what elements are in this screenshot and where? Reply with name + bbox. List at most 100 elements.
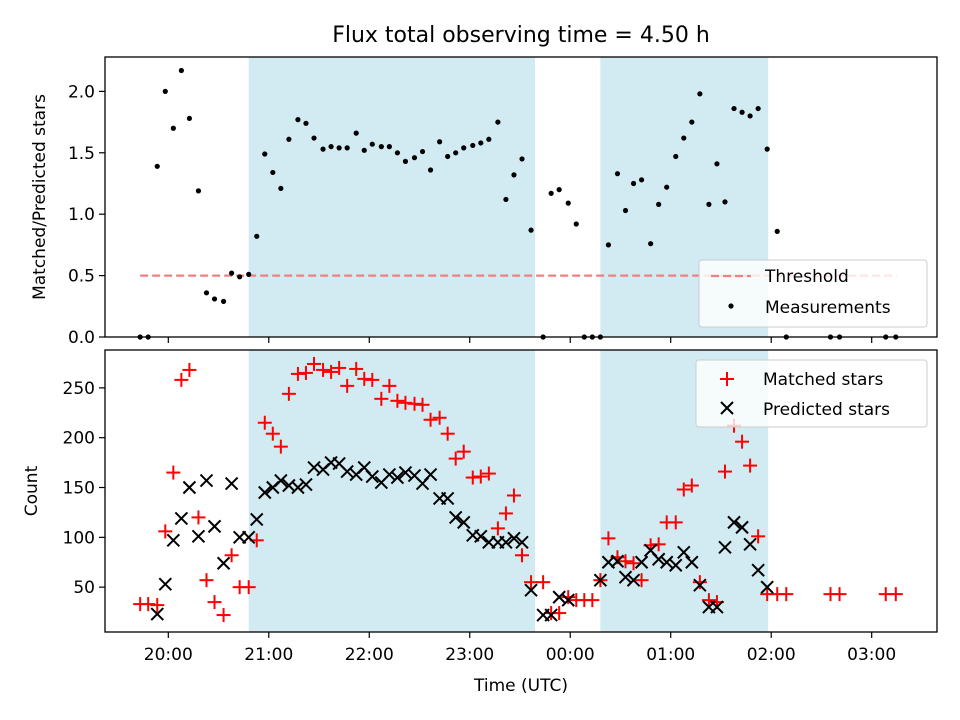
top-axes: 0.0 0.5 1.0 1.5 2.0: [68, 82, 873, 348]
matched-star-point: [374, 391, 389, 406]
measurement-point: [170, 125, 176, 131]
matched-star-point: [207, 595, 222, 610]
measurement-point: [548, 190, 554, 196]
matched-star-point: [382, 378, 397, 393]
predicted-star-point: [182, 480, 197, 495]
matched-star-point: [332, 360, 347, 375]
measurement-point: [774, 228, 780, 234]
matched-star-point: [506, 488, 521, 503]
threshold-legend-label: Threshold: [764, 267, 849, 287]
predicted-star-point: [340, 464, 354, 479]
matched-star-point: [307, 356, 322, 371]
y-tick-label-3: 1.5: [68, 144, 95, 164]
measurement-point: [706, 201, 712, 207]
top-legend-box: [698, 259, 928, 328]
matched-star-point: [684, 478, 699, 493]
measurement-point: [681, 135, 687, 141]
matched-star-point: [349, 361, 364, 376]
matched-star-point: [536, 575, 551, 590]
predicted-star-point: [760, 580, 774, 594]
matched-star-point: [717, 464, 732, 479]
predicted-star-point: [507, 531, 521, 546]
x-tick-label-2: 22:00: [345, 645, 394, 665]
y-tick-label-3: 200: [63, 429, 95, 449]
measurement-point: [722, 199, 728, 205]
predicted-star-point: [158, 577, 172, 591]
measurement-point: [648, 241, 654, 247]
measurement-point: [528, 227, 534, 233]
matched-star-point: [158, 524, 173, 539]
y-tick-label-0: 0.0: [68, 328, 95, 348]
matched-star-point: [618, 554, 633, 569]
measurement-point: [486, 136, 492, 142]
matched-star-point: [432, 410, 447, 425]
measurement-point: [353, 130, 359, 136]
matched-star-point: [440, 426, 455, 441]
predicted-star-point: [390, 470, 405, 485]
predicted-star-point: [626, 573, 641, 587]
matched-star-point: [779, 587, 794, 602]
matched-star-point: [182, 362, 197, 377]
measurement-point: [556, 187, 562, 193]
matched-star-point: [888, 587, 903, 602]
matched-star-point: [340, 378, 355, 393]
predicted-star-point: [258, 485, 272, 500]
matched-star-point: [524, 575, 539, 590]
matched-star-point: [216, 608, 231, 623]
predicted-star-point: [250, 512, 264, 527]
y-tick-label-0: 50: [73, 578, 95, 598]
matched-star-point: [415, 397, 430, 412]
predicted-legend-label: Predicted stars: [763, 400, 890, 420]
measurement-point: [303, 120, 309, 126]
matched-star-point: [298, 365, 313, 380]
predicted-star-point: [216, 556, 231, 570]
x-tick-label-0: 20:00: [144, 645, 193, 665]
matched-star-point: [676, 482, 691, 497]
measurement-point: [739, 109, 745, 115]
measurement-point: [344, 145, 350, 151]
measurement-point: [747, 113, 753, 119]
matched-star-point: [651, 537, 666, 552]
y-tick-label-4: 2.0: [68, 82, 95, 102]
top-y-axis-label: Matched/Predicted stars: [30, 94, 50, 300]
measurement-point: [714, 161, 720, 167]
top-panel-frame: [104, 56, 938, 338]
matched-star-point: [224, 548, 239, 563]
predicted-star-point: [241, 530, 256, 545]
predicted-star-point: [299, 477, 313, 492]
y-tick-label-2: 1.0: [68, 205, 95, 225]
measurement-point: [503, 196, 509, 203]
predicted-star-point: [593, 573, 608, 587]
x-tick-label-1: 21:00: [244, 645, 293, 665]
measurement-point: [246, 271, 252, 277]
matched-star-point: [150, 598, 165, 613]
matched-star-point: [316, 362, 331, 377]
matched-star-point: [166, 465, 181, 480]
measurement-point: [656, 201, 662, 207]
measurement-point: [461, 145, 467, 151]
matched-star-point: [634, 573, 649, 588]
measurements-legend-swatch: [728, 303, 734, 309]
bottom-series: [133, 356, 903, 623]
measurement-point: [203, 290, 210, 296]
measurement-point: [286, 136, 292, 142]
predicted-star-point: [150, 607, 164, 621]
matched-star-point: [601, 531, 616, 546]
measurement-point: [622, 207, 629, 214]
predicted-star-point: [634, 555, 649, 569]
predicted-star-point: [515, 535, 529, 550]
measurement-point: [511, 172, 517, 178]
measurement-point: [195, 188, 202, 194]
x-tick-label-7: 03:00: [847, 645, 896, 665]
predicted-star-point: [423, 467, 438, 482]
measurement-point: [311, 135, 317, 141]
y-tick-label-4: 250: [63, 379, 95, 399]
predicted-star-point: [474, 529, 488, 544]
x-tick-label-4: 00:00: [546, 645, 595, 665]
measurement-point: [336, 145, 342, 151]
measurement-point: [664, 184, 670, 190]
matched-star-point: [448, 451, 463, 466]
matched-star-point: [735, 434, 750, 449]
measurements-legend-label: Measurements: [765, 298, 891, 318]
measurement-point: [254, 233, 260, 239]
